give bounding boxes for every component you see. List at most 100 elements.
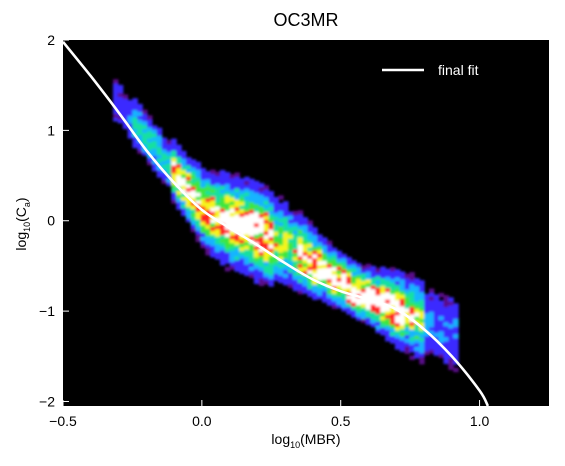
heatmap-cell [385,280,391,285]
heatmap-cell [394,314,401,320]
heatmap-cell [390,331,396,336]
heatmap-cell [253,275,260,281]
heatmap-cell [253,268,260,273]
heatmap-cell [419,299,425,304]
heatmap-cell [200,198,206,203]
heatmap-cell [428,288,435,293]
heatmap-cell [404,349,411,354]
heatmap-cell [239,224,245,229]
heatmap-cell [287,219,294,224]
heatmap-cell [171,199,177,204]
heatmap-cell [263,189,270,194]
heatmap-cell [322,248,328,254]
heatmap-cell [156,161,163,167]
heatmap-cell [302,243,308,249]
heatmap-cell [205,197,211,203]
heatmap-cell [297,236,304,242]
y-tick-label: −1 [39,303,55,319]
heatmap-cell [185,164,192,170]
heatmap-cell [234,252,240,257]
heatmap-cell [428,296,435,301]
heatmap-cell [356,308,362,313]
heatmap-cell [297,221,304,226]
heatmap-cell [283,227,289,233]
heatmap-cell [297,244,304,249]
heatmap-cell [428,315,435,320]
heatmap-cell [239,261,245,267]
heatmap-cell [419,329,425,335]
heatmap-cell [117,103,124,109]
heatmap-cell [287,276,294,281]
heatmap-cell [360,272,367,278]
heatmap-cell [365,282,372,288]
heatmap-cell [356,301,362,306]
heatmap-cell [219,192,226,198]
heatmap-cell [176,159,182,165]
heatmap-cell [195,165,202,170]
heatmap-cell [370,315,377,320]
heatmap-cell [433,313,440,318]
heatmap-cell [234,221,240,227]
heatmap-cell [166,166,172,171]
heatmap-cell [356,270,362,276]
heatmap-cell [326,248,333,253]
heatmap-cell [229,231,236,236]
heatmap-cell [171,150,177,155]
heatmap-cell [210,237,216,243]
heatmap-cell [195,196,202,201]
heatmap-cell [302,232,308,237]
heatmap-cell [375,306,381,311]
heatmap-cell [448,308,454,314]
heatmap-cell [322,256,328,261]
heatmap-cell [307,235,313,240]
heatmap-cell [273,265,279,270]
heatmap-cell [326,297,333,302]
heatmap-cell [287,226,294,232]
heatmap-cell [365,286,372,291]
heatmap-cell [117,88,124,94]
heatmap-cell [380,277,386,283]
heatmap-cell [438,311,445,317]
heatmap-cell [351,267,357,273]
heatmap-cell [258,205,265,211]
heatmap-cell [312,280,318,285]
heatmap-cell [302,251,308,256]
heatmap-cell [205,235,211,241]
heatmap-cell [278,256,284,261]
heatmap-cell [448,361,454,367]
heatmap-cell [453,326,459,331]
heatmap-cell [273,231,279,236]
heatmap-cell [219,177,226,182]
heatmap-cell [283,216,289,221]
heatmap-cell [185,214,192,219]
heatmap-cell [166,181,172,187]
heatmap-cell [273,223,279,228]
heatmap-cell [219,245,226,251]
heatmap-cell [287,253,294,258]
heatmap-cell [322,290,328,295]
heatmap-cell [127,134,134,139]
heatmap-cell [273,238,279,244]
heatmap-cell [219,261,226,266]
heatmap-cell [200,213,206,218]
heatmap-cell [307,273,313,278]
heatmap-cell [113,98,119,103]
heatmap-cell [147,130,153,135]
heatmap-cell [239,269,245,274]
heatmap-cell [210,196,216,201]
heatmap-cell [127,100,134,105]
heatmap-cell [317,276,323,281]
heatmap-cell [409,302,415,307]
heatmap-cell [161,137,168,142]
heatmap-cell [253,264,260,269]
heatmap-cell [292,260,299,265]
heatmap-cell [200,221,206,226]
heatmap-cell [356,266,362,272]
heatmap-cell [292,241,299,246]
heatmap-cell [234,267,240,272]
heatmap-cell [195,199,202,205]
heatmap-cell [380,331,386,336]
heatmap-cell [443,317,449,323]
heatmap-cell [185,187,192,192]
heatmap-cell [414,289,420,294]
